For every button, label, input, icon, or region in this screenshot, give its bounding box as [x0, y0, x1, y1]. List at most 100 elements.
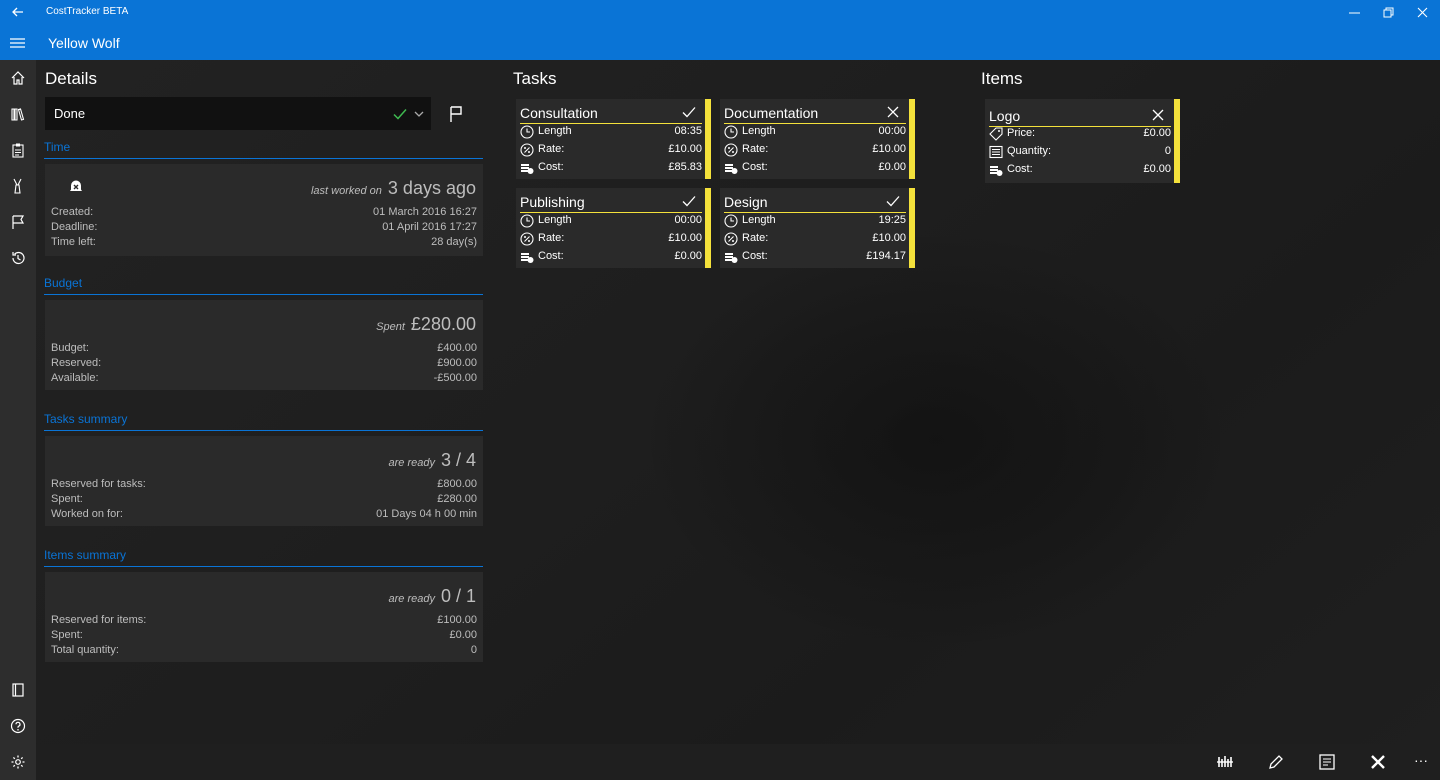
items-summary-row: Total quantity: 0: [51, 644, 477, 659]
nav-flag-button[interactable]: [0, 204, 36, 240]
nav-tools-button[interactable]: [0, 168, 36, 204]
budget-row-label: Budget:: [51, 342, 89, 354]
rate-label: Rate:: [742, 232, 769, 244]
budget-row-value: -£500.00: [433, 372, 477, 384]
card-underline: [520, 212, 702, 213]
task-card-publishing[interactable]: Publishing Length 00:00 Rate: £10.00 Cost:…: [516, 188, 711, 268]
check-icon: [682, 196, 696, 207]
add-time-icon[interactable]: [1216, 753, 1234, 771]
tools-icon[interactable]: [1369, 753, 1387, 771]
nav-clipboard-button[interactable]: [0, 132, 36, 168]
card-stripe: [705, 188, 711, 268]
restore-icon: [1383, 7, 1393, 18]
title-bar: CostTracker BETA: [0, 0, 1440, 25]
back-arrow-icon[interactable]: [10, 4, 26, 20]
percent-badge-icon: [724, 143, 738, 157]
items-ready-value: 0 / 1: [440, 586, 476, 606]
time-row-value: 28 day(s): [431, 236, 477, 248]
rate-label: Rate:: [538, 143, 565, 155]
task-length-row: Length 08:35: [520, 124, 702, 140]
coins-icon: [521, 164, 534, 174]
clipboard-icon: [12, 143, 24, 158]
task-rate-row: Rate: £10.00: [520, 231, 702, 247]
price-tag-icon: [989, 127, 1003, 141]
notes-icon[interactable]: [1318, 753, 1336, 771]
card-stripe: [909, 188, 915, 268]
task-rate-row: Rate: £10.00: [724, 142, 906, 158]
cost-label: Cost:: [538, 250, 564, 262]
flag-icon[interactable]: [446, 104, 466, 124]
tasks-summary-heading: Tasks summary: [44, 412, 483, 431]
task-name: Consultation: [520, 105, 598, 121]
item-name: Logo: [989, 108, 1021, 124]
time-row: Created: 01 March 2016 16:27: [51, 206, 477, 221]
rate-label: Rate:: [538, 232, 565, 244]
cost-value: £0.00: [674, 250, 702, 262]
tasks-summary-row-value: £800.00: [437, 478, 477, 490]
task-card-consultation[interactable]: Consultation Length 08:35 Rate: £10.00 Cos…: [516, 99, 711, 179]
library-icon: [11, 108, 25, 121]
cost-value: £85.83: [668, 161, 702, 173]
task-name: Documentation: [724, 105, 819, 121]
close-icon: [1417, 7, 1427, 18]
budget-row-label: Available:: [51, 372, 99, 384]
card-underline: [520, 123, 702, 124]
task-rate-row: Rate: £10.00: [520, 142, 702, 158]
nav-history-button[interactable]: [0, 240, 36, 276]
task-cost-row: Cost: £85.83: [520, 160, 702, 176]
nav-notebook-button[interactable]: [0, 672, 36, 708]
close-icon: [1152, 109, 1164, 121]
help-icon: [10, 718, 26, 734]
status-dropdown[interactable]: Done: [45, 97, 431, 130]
nav-settings-button[interactable]: [0, 744, 36, 780]
flag-icon: [12, 215, 25, 229]
budget-row: Available: -£500.00: [51, 372, 477, 387]
budget-row-label: Reserved:: [51, 357, 102, 369]
items-summary-heading: Items summary: [44, 548, 483, 567]
budget-heading: Budget: [44, 276, 483, 295]
spent-value: £280.00: [410, 314, 476, 334]
minimize-icon: [1348, 12, 1360, 14]
nav-library-button[interactable]: [0, 96, 36, 132]
tasks-summary-panel: are ready 3 / 4 Reserved for tasks: £800.0…: [45, 436, 483, 526]
minimize-button[interactable]: [1337, 0, 1371, 25]
quantity-value: 0: [1164, 145, 1171, 157]
close-window-button[interactable]: [1405, 0, 1439, 25]
cost-value: £194.17: [866, 250, 906, 262]
tasks-summary-row-label: Worked on for:: [51, 508, 123, 520]
card-underline: [989, 126, 1171, 127]
bottom-app-bar: ···: [36, 744, 1440, 780]
budget-panel: Spent £280.00 Budget: £400.00 Reserved: £90…: [45, 300, 483, 390]
nav-home-button[interactable]: [0, 60, 36, 96]
restore-button[interactable]: [1371, 0, 1405, 25]
time-panel: last worked on 3 days ago Created: 01 Marc…: [45, 164, 483, 256]
item-card-logo[interactable]: Logo Price: £0.00 Quantity: 0 Cost: £0.00: [985, 99, 1180, 183]
tasks-summary-row-value: 01 Days 04 h 00 min: [376, 508, 477, 520]
tasks-summary-row-label: Spent:: [51, 493, 83, 505]
last-worked-line: last worked on 3 days ago: [311, 178, 476, 199]
task-card-design[interactable]: Design Length 19:25 Rate: £10.00 Cost: £194…: [720, 188, 915, 268]
cost-value: £0.00: [878, 161, 906, 173]
time-row-label: Time left:: [51, 236, 96, 248]
rate-label: Rate:: [742, 143, 769, 155]
status-value: Done: [54, 106, 86, 121]
edit-pencil-icon[interactable]: [1267, 753, 1285, 771]
gear-icon: [11, 755, 25, 769]
brush-icon: [13, 178, 22, 194]
hamburger-menu-icon[interactable]: [8, 34, 28, 52]
task-card-documentation[interactable]: Documentation Length 00:00 Rate: £10.00 Co…: [720, 99, 915, 179]
clock-icon: [724, 125, 738, 139]
tasks-ready-line: are ready 3 / 4: [388, 450, 476, 471]
details-title: Details: [45, 69, 97, 88]
more-button[interactable]: ···: [1414, 752, 1428, 768]
rate-value: £10.00: [668, 232, 702, 244]
coins-icon: [521, 253, 534, 263]
task-length-row: Length 00:00: [520, 213, 702, 229]
card-stripe: [1174, 99, 1180, 183]
check-icon: [682, 107, 696, 118]
item-quantity-row: Quantity: 0: [989, 144, 1171, 160]
card-stripe: [909, 99, 915, 179]
spent-line: Spent £280.00: [376, 314, 476, 335]
length-label: Length: [742, 214, 776, 226]
nav-help-button[interactable]: [0, 708, 36, 744]
